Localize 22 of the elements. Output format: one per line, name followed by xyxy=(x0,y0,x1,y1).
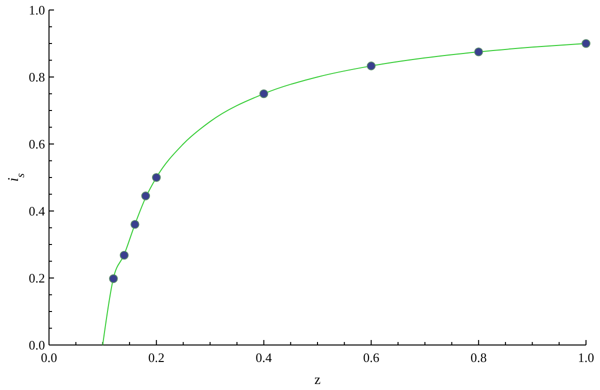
point xyxy=(152,173,161,182)
x-tick-label: 0.0 xyxy=(40,350,58,365)
x-tick-label: 0.4 xyxy=(256,350,272,365)
x-tick-label: 1.0 xyxy=(578,350,594,365)
y-tick-label: 0.2 xyxy=(28,270,45,286)
x-tick-label: 0.2 xyxy=(148,350,165,365)
x-axis-title: z xyxy=(314,373,321,388)
x-tick-label: 0.8 xyxy=(470,350,487,365)
point xyxy=(474,47,483,56)
y-tick-label: 1.0 xyxy=(28,2,45,18)
point xyxy=(141,192,150,200)
point xyxy=(582,39,590,48)
y-tick-label: 0.0 xyxy=(28,338,45,352)
point xyxy=(109,274,118,284)
x-tick-label: 0.6 xyxy=(363,350,380,365)
point xyxy=(259,89,268,98)
point xyxy=(120,250,129,260)
y-tick-label: 0.4 xyxy=(28,204,46,218)
y-tick-label: 0.8 xyxy=(28,70,45,84)
point xyxy=(366,62,376,70)
point xyxy=(130,220,140,229)
y-tick-label: 0.6 xyxy=(28,136,46,152)
